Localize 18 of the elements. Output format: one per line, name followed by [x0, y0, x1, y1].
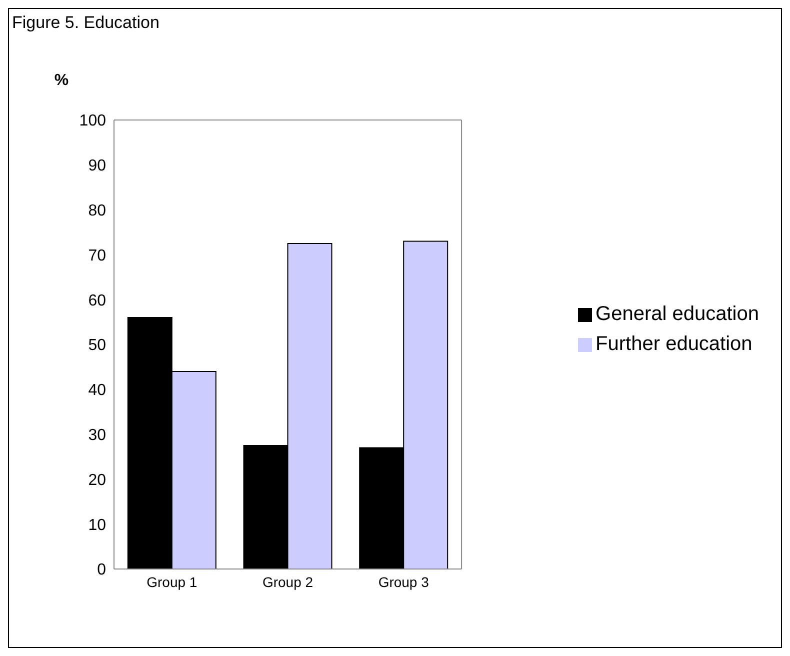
y-tick-label: 90	[88, 158, 106, 175]
y-tick-label: 70	[88, 247, 106, 264]
legend-label: General education	[596, 303, 759, 325]
y-tick-label: 60	[88, 292, 106, 310]
y-tick-label: 100	[79, 112, 106, 130]
y-tick-label: 50	[88, 337, 106, 354]
y-tick-label: 20	[88, 472, 106, 489]
x-tick-label: Group 1	[146, 574, 198, 590]
y-tick-label: 0	[97, 562, 106, 579]
y-tick-label: 40	[88, 382, 106, 400]
y-tick-label: 30	[88, 426, 106, 444]
chart-title: Figure 5. Education	[12, 13, 160, 33]
y-tick-label: 10	[88, 516, 106, 534]
y-axis-title: %	[54, 72, 69, 89]
y-tick-label: 80	[88, 202, 106, 220]
x-tick-label: Group 2	[262, 574, 314, 590]
legend-label: Further education	[596, 333, 752, 355]
x-tick-label: Group 3	[378, 574, 430, 590]
